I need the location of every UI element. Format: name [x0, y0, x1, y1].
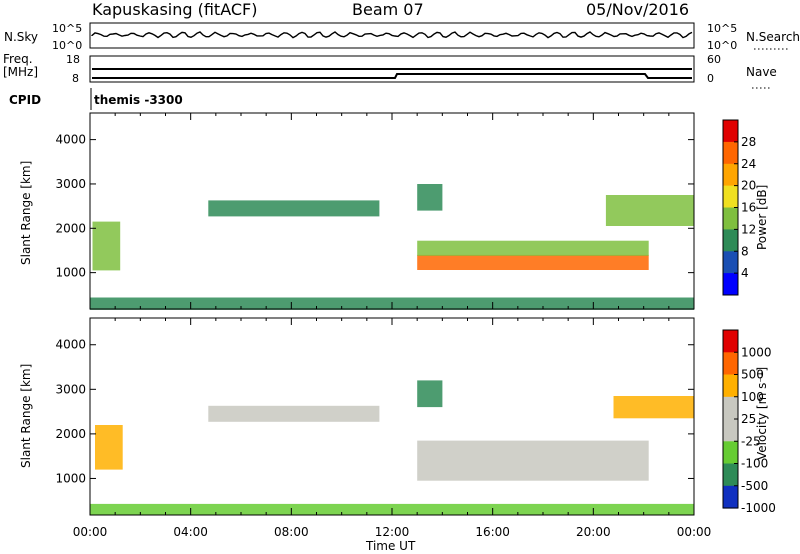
velocity-colorbar-tick-label-7: -1000 [741, 501, 776, 515]
velocity-colorbar-swatch-1 [723, 352, 738, 376]
velocity-colorbar-swatch-3 [723, 396, 738, 420]
power-colorbar-tick-label-0: 28 [741, 135, 756, 149]
velocity-colorbar-swatch-6 [723, 463, 738, 487]
power-axes: 1000 2000 3000 4000 [55, 113, 695, 309]
freq-panel-frame [89, 55, 695, 83]
power-colorbar-swatch-5 [723, 229, 738, 252]
velocity-ytick-label-2: 3000 [55, 382, 86, 396]
time-tick-label-5: 20:00 [576, 525, 611, 539]
power-colorbar-swatch-1 [723, 141, 738, 165]
nsearch-label: N.Search [746, 30, 800, 44]
power-band-0 [417, 254, 649, 270]
time-axis-label: Time UT [365, 539, 416, 553]
velocity-colorbar-tick-label-1: 500 [741, 368, 764, 382]
power-panel-frame [89, 112, 695, 310]
beam-title: Beam 07 [352, 0, 424, 19]
power-band-5 [605, 195, 694, 226]
power-band-1 [417, 240, 649, 256]
power-colorbar-swatch-6 [723, 251, 738, 274]
velocity-ytick-label-1: 2000 [55, 427, 86, 441]
velocity-colorbar-swatch-2 [723, 374, 738, 398]
power-colorbar-tick-label-6: 4 [741, 266, 749, 280]
velocity-colorbar-tick-label-6: -500 [741, 479, 768, 493]
time-tick-label-4: 16:00 [475, 525, 510, 539]
time-axis-ticks: 00:00 04:00 08:00 12:00 16:00 20:00 00:00 [73, 525, 712, 539]
nave-tick-top: 60 [707, 53, 721, 66]
power-band-4 [417, 184, 443, 211]
freq-tick-bottom: 8 [72, 72, 79, 85]
velocity-heatmap [90, 380, 694, 516]
velocity-ylabel: Slant Range [km] [19, 364, 33, 468]
velocity-ytick-label-3: 4000 [55, 338, 86, 352]
velocity-colorbar-tick-label-0: 1000 [741, 345, 772, 359]
power-colorbar-tick-label-1: 24 [741, 157, 756, 171]
velocity-ytick-label-0: 1000 [55, 471, 86, 485]
power-colorbar-label: Power [dB] [755, 185, 769, 250]
freq-tick-top: 18 [66, 53, 80, 66]
power-colorbar-swatch-3 [723, 185, 738, 208]
velocity-band-1 [208, 405, 380, 422]
nsky-trace [91, 31, 693, 39]
time-tick-label-1: 04:00 [173, 525, 208, 539]
velocity-band-4 [417, 380, 443, 408]
power-ytick-label-3: 4000 [55, 133, 86, 147]
velocity-colorbar-tick-label-2: 100 [741, 390, 764, 404]
velocity-colorbar: 1000 500 100 25 -25 -100 -500 -1000 [722, 329, 776, 515]
velocity-colorbar-tick-label-3: 25 [741, 412, 756, 426]
time-tick-label-0: 00:00 [73, 525, 108, 539]
power-colorbar-swatch-0 [723, 120, 738, 143]
power-colorbar-swatch-7 [723, 273, 738, 296]
power-colorbar-tick-label-2: 20 [741, 179, 756, 193]
cpid-value: themis -3300 [94, 93, 183, 107]
velocity-colorbar-tick-label-4: -25 [741, 434, 761, 448]
power-ytick-label-2: 3000 [55, 177, 86, 191]
power-colorbar: 28 24 20 16 12 8 4 [722, 119, 756, 296]
velocity-colorbar-label: Velocity [m s⁻¹] [755, 367, 769, 460]
power-ytick-label-0: 1000 [55, 266, 86, 280]
power-colorbar-swatch-4 [723, 207, 738, 230]
nave-tick-bottom: 0 [707, 72, 714, 85]
power-colorbar-tick-label-4: 12 [741, 222, 756, 236]
nsky-tick-top: 10^5 [52, 22, 82, 35]
time-tick-label-3: 12:00 [375, 525, 410, 539]
velocity-band-0 [417, 440, 649, 481]
power-colorbar-tick-label-3: 16 [741, 201, 756, 215]
velocity-panel-frame [89, 317, 695, 516]
nsky-label: N.Sky [4, 30, 38, 44]
nsearch-tick-top: 10^5 [707, 22, 737, 35]
cpid-label: CPID [9, 93, 41, 107]
power-ylabel: Slant Range [km] [19, 161, 33, 265]
nsky-tick-bottom: 10^0 [52, 39, 82, 52]
velocity-colorbar-swatch-4 [723, 419, 738, 442]
velocity-colorbar-swatch-5 [723, 441, 738, 465]
time-tick-label-2: 08:00 [274, 525, 309, 539]
station-title: Kapuskasing (fitACF) [92, 0, 257, 19]
power-band-2 [208, 200, 380, 217]
power-band-3 [92, 221, 121, 271]
power-heatmap [90, 184, 694, 310]
date-title: 05/Nov/2016 [586, 0, 689, 19]
velocity-band-2 [95, 425, 123, 470]
power-ytick-label-1: 2000 [55, 221, 86, 235]
freq-label: Freq. [3, 52, 33, 66]
nave-label: Nave [746, 65, 777, 79]
time-tick-label-6: 00:00 [677, 525, 712, 539]
power-colorbar-tick-label-5: 8 [741, 244, 749, 258]
power-colorbar-swatch-2 [723, 163, 738, 187]
nave-trace [92, 73, 692, 79]
velocity-colorbar-tick-label-5: -100 [741, 457, 768, 471]
nsearch-tick-bottom: 10^0 [707, 39, 737, 52]
velocity-band-3 [613, 396, 694, 419]
velocity-colorbar-swatch-7 [723, 485, 738, 509]
velocity-colorbar-swatch-0 [723, 330, 738, 353]
velocity-axes: 1000 2000 3000 4000 [55, 318, 695, 515]
freq-unit: [MHz] [3, 65, 38, 79]
nsky-panel-frame [89, 22, 695, 49]
